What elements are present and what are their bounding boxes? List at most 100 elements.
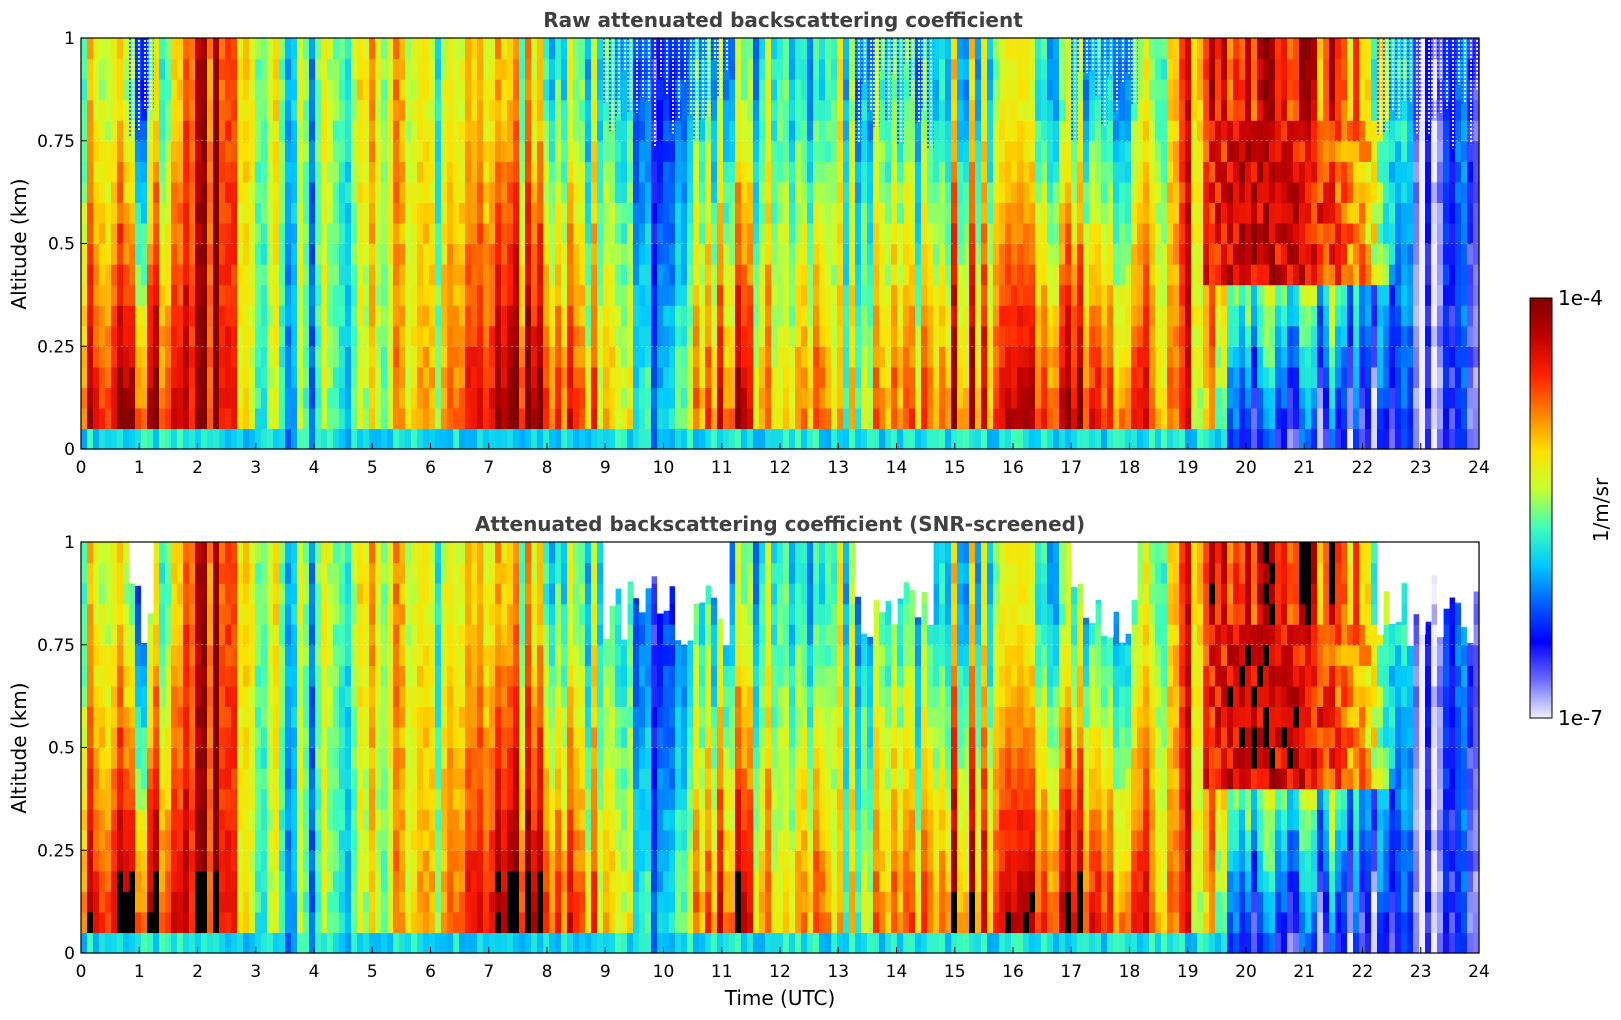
- heatmap-cell: [453, 284, 460, 306]
- heatmap-cell: [909, 387, 916, 409]
- heatmap-cell: [921, 407, 928, 430]
- heatmap-cell: [537, 161, 544, 183]
- heatmap-cell: [537, 202, 544, 224]
- heatmap-cell: [693, 305, 700, 327]
- heatmap-cell: [771, 202, 778, 224]
- heatmap-cell: [1113, 366, 1120, 388]
- heatmap-cell: [633, 243, 640, 265]
- heatmap-cell: [135, 829, 142, 851]
- heatmap-cell: [297, 366, 304, 388]
- heatmap-cell: [747, 202, 754, 224]
- heatmap-cell: [225, 305, 232, 327]
- heatmap-cell: [1083, 305, 1090, 327]
- heatmap-cell: [1113, 181, 1120, 203]
- heatmap-cell: [771, 38, 778, 60]
- heatmap-cell: [717, 181, 724, 203]
- heatmap-cell: [951, 120, 958, 142]
- heatmap-cell: [1347, 120, 1354, 142]
- heatmap-cell: [1071, 222, 1078, 245]
- heatmap-cell: [663, 243, 670, 265]
- heatmap-cell: [1281, 202, 1288, 224]
- heatmap-cell: [489, 243, 496, 265]
- heatmap-cell: [1425, 243, 1432, 265]
- heatmap-cell: [657, 366, 664, 388]
- heatmap-cell: [735, 346, 742, 368]
- heatmap-cell: [1299, 407, 1306, 430]
- heatmap-cell: [81, 911, 88, 934]
- heatmap-cell: [339, 140, 346, 162]
- heatmap-cell: [1215, 38, 1222, 60]
- heatmap-cell: [87, 829, 94, 851]
- heatmap-cell: [849, 325, 856, 347]
- heatmap-cell: [507, 284, 514, 306]
- heatmap-cell: [519, 387, 526, 409]
- heatmap-cell: [1323, 58, 1330, 80]
- heatmap-cell: [1005, 366, 1012, 388]
- heatmap-cell: [339, 161, 346, 183]
- heatmap-cell: [1161, 99, 1168, 121]
- heatmap-cell: [951, 264, 958, 286]
- heatmap-cell: [417, 387, 424, 409]
- heatmap-cell: [171, 181, 178, 203]
- heatmap-cell: [909, 407, 916, 430]
- heatmap-cell: [201, 387, 208, 409]
- heatmap-cell: [1245, 38, 1252, 60]
- heatmap-cell: [549, 305, 556, 327]
- heatmap-cell: [843, 243, 850, 265]
- heatmap-cell: [1143, 161, 1150, 183]
- heatmap-cell: [147, 387, 154, 409]
- heatmap-cell: [105, 264, 112, 286]
- heatmap-cell: [483, 58, 490, 80]
- heatmap-cell: [165, 222, 172, 245]
- heatmap-cell: [1053, 264, 1060, 286]
- heatmap-cell: [1221, 38, 1228, 60]
- heatmap-cell: [927, 140, 934, 162]
- heatmap-cell: [177, 407, 184, 430]
- heatmap-cell: [741, 264, 748, 286]
- heatmap-cell: [873, 120, 880, 142]
- heatmap-cell: [735, 161, 742, 183]
- heatmap-cell: [1269, 284, 1276, 306]
- heatmap-cell: [417, 79, 424, 101]
- heatmap-cell: [783, 181, 790, 203]
- heatmap-cell: [1455, 325, 1462, 347]
- heatmap-cell: [231, 305, 238, 327]
- heatmap-cell: [513, 428, 520, 450]
- heatmap-cell: [885, 140, 892, 162]
- heatmap-cell: [117, 706, 124, 728]
- heatmap-cell: [1323, 284, 1330, 306]
- heatmap-cell: [1425, 181, 1432, 203]
- heatmap-cell: [141, 387, 148, 409]
- heatmap-cell: [303, 181, 310, 203]
- heatmap-cell: [195, 161, 202, 183]
- heatmap-cell: [789, 264, 796, 286]
- heatmap-cell: [1461, 202, 1468, 224]
- heatmap-cell: [1029, 387, 1036, 409]
- heatmap-cell: [1191, 58, 1198, 80]
- heatmap-cell: [1221, 346, 1228, 368]
- heatmap-cell: [1365, 161, 1372, 183]
- heatmap-cell: [453, 325, 460, 347]
- heatmap-cell: [189, 120, 196, 142]
- heatmap-cell: [411, 264, 418, 286]
- heatmap-cell: [783, 243, 790, 265]
- heatmap-cell: [375, 99, 382, 121]
- heatmap-cell: [345, 161, 352, 183]
- heatmap-cell: [495, 38, 502, 60]
- heatmap-cell: [471, 202, 478, 224]
- heatmap-cell: [207, 305, 214, 327]
- heatmap-cell: [1395, 346, 1402, 368]
- heatmap-cell: [783, 161, 790, 183]
- heatmap-cell: [639, 305, 646, 327]
- heatmap-cell: [375, 58, 382, 80]
- heatmap-cell: [135, 222, 142, 245]
- masked-region: [645, 38, 652, 102]
- heatmap-cell: [621, 222, 628, 245]
- heatmap-cell: [387, 346, 394, 368]
- heatmap-cell: [459, 325, 466, 347]
- heatmap-cell: [483, 428, 490, 450]
- heatmap-cell: [1233, 366, 1240, 388]
- heatmap-cell: [261, 222, 268, 245]
- heatmap-cell: [225, 140, 232, 162]
- heatmap-cell: [699, 366, 706, 388]
